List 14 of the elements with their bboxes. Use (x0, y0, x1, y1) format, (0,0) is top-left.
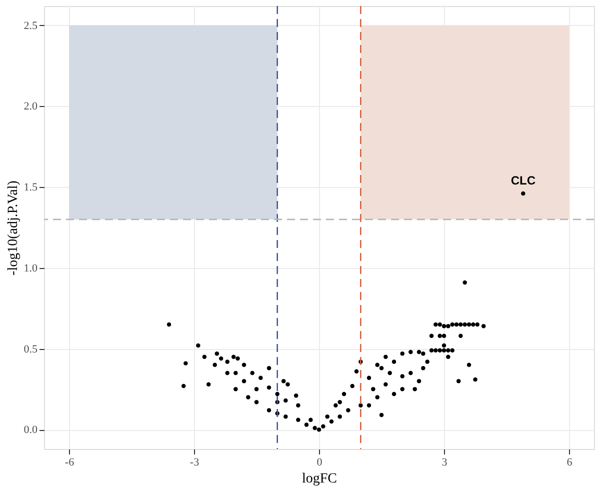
y-tick-label: 2.0 (24, 100, 38, 113)
annotation: CLC (510, 174, 536, 188)
y-axis-title: -log10(adj.P.Val) (6, 180, 21, 276)
x-tick-label: 0 (316, 456, 323, 468)
x-tick-label: -6 (64, 456, 75, 468)
y-tick-label: 1.5 (24, 182, 38, 194)
x-tick-label: -3 (190, 456, 200, 468)
y-tick-label: 0.5 (24, 343, 38, 356)
x-axis-title: logFC (302, 472, 338, 486)
y-tick-label: 1.0 (24, 262, 38, 274)
x-tick-label: 6 (566, 456, 573, 468)
x-tick-label: 3 (442, 456, 448, 468)
y-tick-label: 2.5 (24, 20, 38, 32)
y-tick-label: 0.0 (24, 424, 38, 436)
